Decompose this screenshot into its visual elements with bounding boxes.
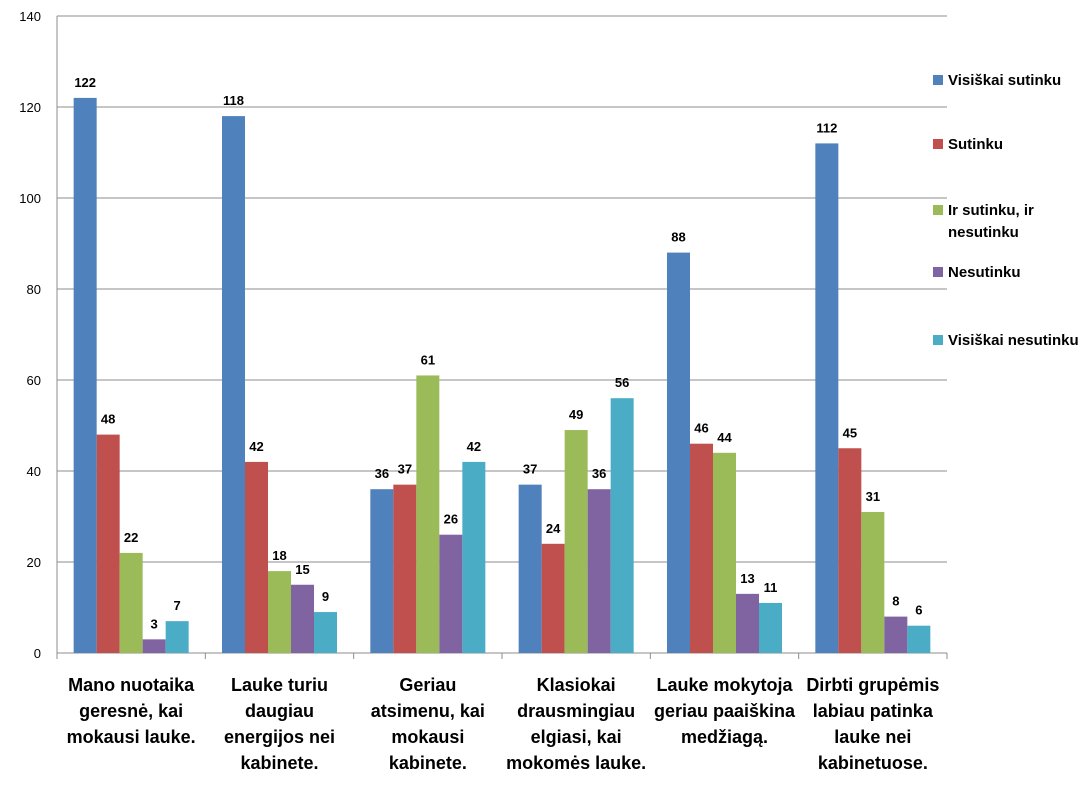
data-label: 122 <box>74 75 96 90</box>
bar <box>165 621 189 653</box>
bar <box>462 461 486 653</box>
bar <box>142 639 166 653</box>
x-category-label: Geriau atsimenu, kai mokausi kabinete. <box>371 675 485 773</box>
bar <box>736 593 759 653</box>
legend-swatch <box>933 75 943 85</box>
data-label: 61 <box>421 352 435 367</box>
bar <box>759 602 782 653</box>
bar <box>518 484 542 653</box>
data-label: 6 <box>915 603 922 618</box>
data-label: 26 <box>444 512 458 527</box>
y-tick-label: 20 <box>27 555 41 570</box>
bar <box>610 398 634 653</box>
data-label: 22 <box>124 530 138 545</box>
data-label: 3 <box>151 616 158 631</box>
legend-swatch <box>933 267 943 277</box>
data-label: 118 <box>223 93 244 108</box>
data-label: 31 <box>866 489 880 504</box>
data-label: 36 <box>592 466 606 481</box>
bar <box>245 461 268 653</box>
bar <box>690 443 713 653</box>
y-tick-label: 140 <box>19 9 41 24</box>
bar <box>907 625 931 653</box>
x-category-label: Lauke mokytoja geriau paaiškina medžiagą. <box>654 675 796 747</box>
bar <box>815 143 839 653</box>
x-category-label: Lauke turiu daugiau energijos nei kabinete. <box>224 675 335 773</box>
bar <box>439 534 463 653</box>
data-label: 36 <box>375 466 389 481</box>
data-label: 112 <box>816 120 837 135</box>
bar <box>838 448 862 653</box>
data-label: 46 <box>694 421 708 436</box>
legend-swatch <box>933 139 943 149</box>
bar <box>713 452 736 653</box>
bar <box>861 511 885 653</box>
legend-label: Sutinku <box>948 136 1003 153</box>
legend-label: Ir sutinku, ir nesutinku <box>948 202 1034 241</box>
data-label: 56 <box>615 375 629 390</box>
y-tick-label: 40 <box>27 464 41 479</box>
bar <box>416 375 440 653</box>
bar <box>587 489 611 653</box>
bar <box>667 252 690 653</box>
legend-label: Nesutinku <box>948 264 1021 281</box>
y-tick-label: 0 <box>34 646 41 661</box>
y-tick-label: 100 <box>19 191 41 206</box>
data-label: 42 <box>467 439 481 454</box>
bar <box>73 97 97 653</box>
data-label: 88 <box>671 230 685 245</box>
bar <box>96 434 120 653</box>
data-label: 7 <box>174 598 181 613</box>
data-label: 8 <box>892 594 899 609</box>
legend-label: Visiškai nesutinku <box>948 332 1079 349</box>
y-tick-label: 120 <box>19 100 41 115</box>
legend: Visiškai sutinku Sutinku Ir sutinku, ir nes… <box>933 72 1079 349</box>
data-label: 49 <box>569 407 583 422</box>
data-label: 24 <box>546 521 561 536</box>
data-label: 45 <box>843 425 857 440</box>
x-category-label: Klasiokai drausmingiau elgiasi, kai mokomės… <box>506 675 646 773</box>
legend-swatch <box>933 205 943 215</box>
bar <box>370 489 394 653</box>
bar <box>393 484 417 653</box>
x-category-label: Dirbti grupėmis labiau patinka lauke nei ka… <box>806 675 939 773</box>
x-category-label: Mano nuotaika geresnė, kai mokausi lauke. <box>67 675 196 747</box>
bar <box>268 571 291 653</box>
data-label: 18 <box>272 548 286 563</box>
data-label: 11 <box>764 580 778 595</box>
legend-label: Visiškai sutinku <box>948 72 1061 89</box>
data-label: 15 <box>295 562 309 577</box>
gridlines <box>57 15 947 563</box>
bar <box>119 552 143 653</box>
bar <box>884 616 908 653</box>
data-label: 48 <box>101 412 115 427</box>
data-label: 37 <box>523 462 537 477</box>
data-label: 37 <box>398 462 412 477</box>
data-label: 44 <box>717 430 732 445</box>
y-tick-label: 60 <box>27 373 41 388</box>
bar <box>541 543 565 653</box>
y-tick-label: 80 <box>27 282 41 297</box>
data-label: 13 <box>740 571 754 586</box>
data-label: 42 <box>249 439 263 454</box>
bar <box>291 584 314 653</box>
bars <box>73 97 931 654</box>
legend-swatch <box>933 335 943 345</box>
bar <box>564 430 588 653</box>
bar <box>314 612 337 653</box>
bar <box>222 116 245 654</box>
data-label: 9 <box>322 589 329 604</box>
